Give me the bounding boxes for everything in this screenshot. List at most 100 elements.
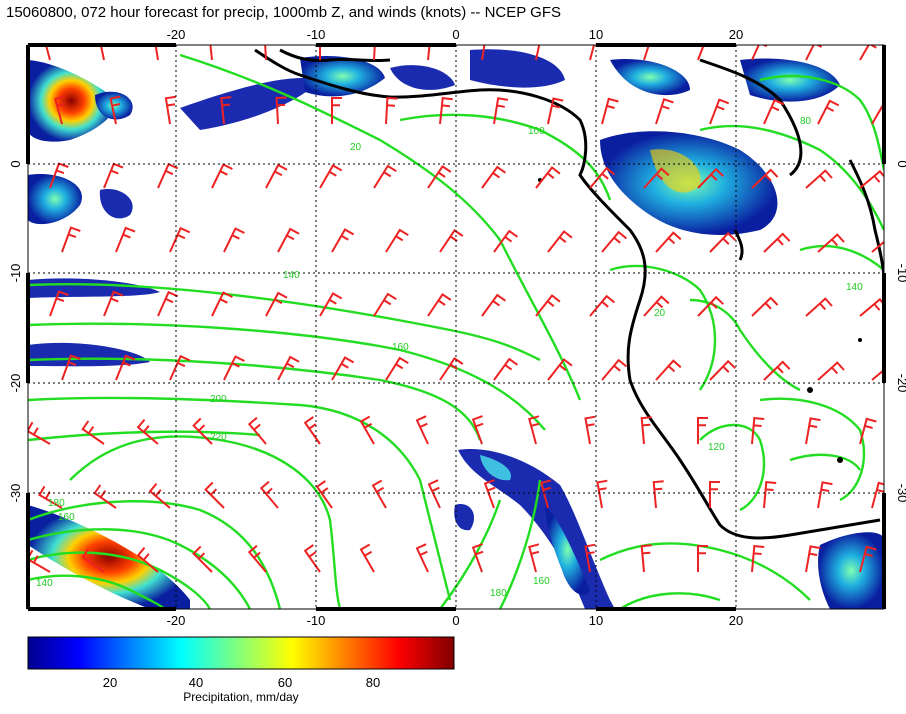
wind-barb: [303, 416, 321, 445]
colorbar: [27, 636, 455, 670]
wind-barb: [223, 355, 245, 381]
wind-barb: [589, 294, 616, 317]
wind-barb: [751, 417, 765, 445]
wind-barb: [640, 416, 652, 445]
wind-barb: [319, 292, 343, 317]
wind-barb: [528, 415, 540, 445]
contour-label: 140: [846, 282, 863, 293]
wind-barb: [697, 45, 713, 61]
frame-bar: [596, 43, 736, 47]
frame-bar: [882, 273, 886, 383]
lon-tick: -10: [307, 613, 326, 628]
contour-label: 180: [48, 498, 65, 509]
lat-tick: -10: [8, 264, 23, 283]
frame-bar: [28, 607, 176, 611]
wind-barb: [584, 415, 596, 445]
contour-label: 20: [654, 308, 666, 319]
wind-barb: [805, 169, 833, 189]
wind-barb: [471, 415, 484, 445]
wind-barb: [204, 481, 225, 509]
wind-barb: [115, 354, 136, 381]
wind-barb: [763, 98, 785, 125]
lat-tick: -30: [8, 484, 23, 503]
lat-tick: -20: [895, 374, 906, 393]
wind-barb: [697, 167, 724, 189]
wind-barb: [859, 545, 877, 573]
wind-barb: [103, 290, 124, 317]
wind-barb: [655, 231, 682, 253]
wind-barb: [763, 481, 777, 509]
lat-tick: 0: [895, 160, 906, 167]
frame-bar: [316, 43, 456, 47]
wind-barb: [303, 544, 321, 573]
frame-bar: [26, 273, 30, 383]
map-title: 15060800, 072 hour forecast for precip, …: [6, 4, 561, 21]
wind-barb: [169, 354, 191, 381]
wind-barb: [331, 228, 355, 253]
colorbar-tick: 80: [366, 675, 380, 690]
frame-bar: [316, 607, 456, 611]
height-contours: [28, 53, 884, 609]
wind-barb: [805, 45, 823, 61]
wind-barb: [481, 165, 506, 189]
wind-barb: [136, 546, 159, 573]
wind-barb: [259, 480, 279, 509]
wind-barb: [817, 233, 845, 253]
wind-barb: [415, 415, 429, 445]
wind-barb: [319, 164, 343, 189]
lon-ticks-bottom: -20 -10 0 10 20: [167, 613, 744, 628]
wind-barb: [540, 479, 552, 509]
wind-barb: [535, 45, 541, 61]
contour-label: 160: [392, 342, 409, 353]
wind-barb: [223, 227, 245, 253]
wind-barb: [359, 415, 375, 445]
wind-barb: [697, 295, 724, 317]
wind-barb: [805, 297, 833, 317]
wind-barb: [192, 545, 213, 573]
frame-bars: [26, 43, 886, 611]
wind-barb: [493, 357, 518, 381]
wind-barbs: [28, 45, 884, 573]
wind-barb: [109, 95, 121, 125]
wind-barb: [871, 368, 884, 381]
wind-barb: [871, 481, 884, 509]
wind-barb: [493, 97, 509, 125]
colorbar-tick: 60: [278, 675, 292, 690]
wind-barb: [751, 296, 779, 317]
wind-barb: [535, 166, 561, 189]
wind-barb: [709, 481, 720, 508]
wind-barb: [751, 45, 768, 61]
wind-barb: [547, 97, 564, 125]
wind-barb: [415, 543, 429, 573]
wind-barb: [481, 45, 486, 61]
wind-barb: [331, 97, 342, 124]
colorbar-tick: 20: [103, 675, 117, 690]
wind-barb: [601, 97, 619, 125]
wind-barb: [655, 98, 674, 125]
wind-barb: [81, 548, 105, 573]
wind-barb: [493, 229, 518, 253]
frame-bar: [26, 45, 30, 164]
colorbar-ticks: 20 40 60 80: [103, 675, 380, 690]
wind-barb: [871, 240, 884, 253]
lat-tick: -30: [895, 484, 906, 503]
wind-barb: [359, 543, 375, 573]
wind-barb: [427, 479, 441, 509]
contour-label: 220: [210, 432, 227, 443]
wind-barb: [211, 291, 233, 317]
wind-barb: [44, 45, 51, 61]
contour-label: 80: [800, 116, 812, 127]
wind-barb: [427, 293, 452, 317]
wind-barb: [859, 169, 884, 189]
wind-barb: [265, 291, 288, 317]
wind-barb: [385, 96, 398, 125]
lon-tick: 0: [452, 27, 459, 42]
wind-barb: [277, 355, 300, 381]
wind-barb: [331, 356, 355, 381]
wind-barb: [439, 229, 464, 253]
lat-tick: -10: [895, 264, 906, 283]
contour-label: 160: [58, 512, 75, 523]
wind-barb: [643, 295, 670, 317]
map-frame: [27, 44, 885, 610]
